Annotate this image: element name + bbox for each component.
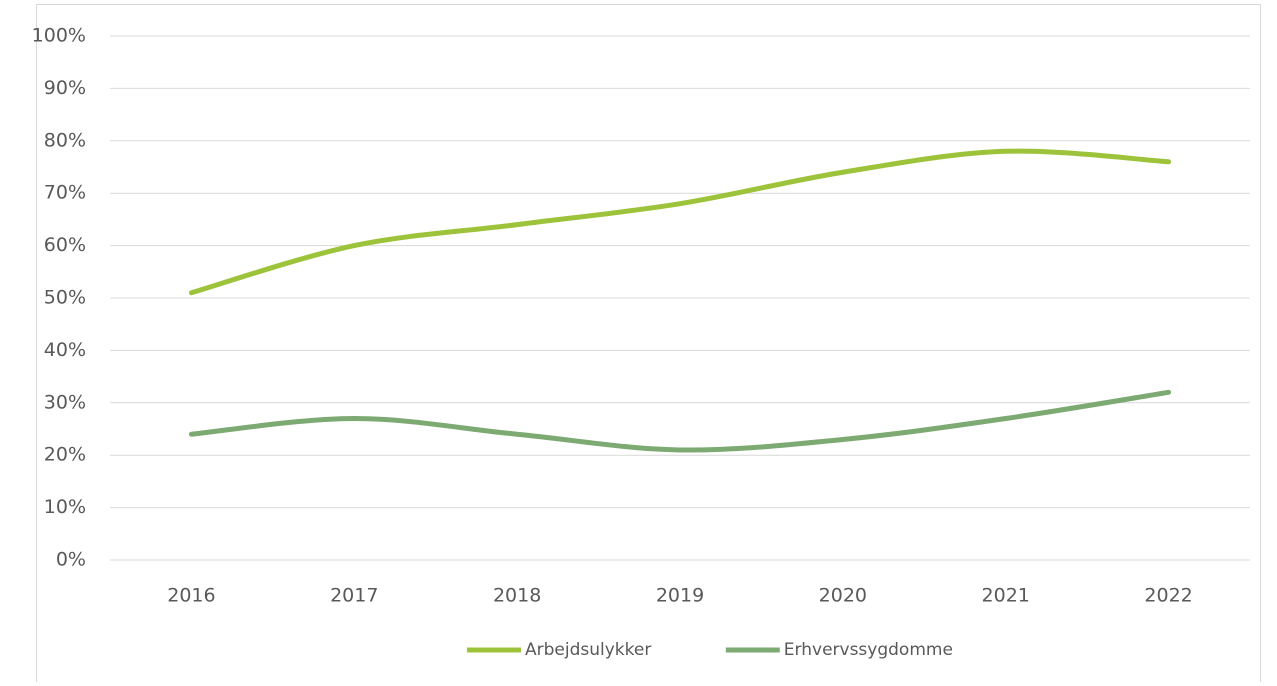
legend: Arbejdsulykker Erhvervssygdomme	[467, 640, 953, 660]
series-line	[188, 148, 1172, 296]
y-tick-label: 70%	[44, 182, 86, 204]
y-tick-label: 60%	[44, 234, 86, 256]
y-tick-label: 30%	[44, 391, 86, 413]
x-tick-label: 2019	[656, 585, 704, 607]
series-line	[188, 389, 1172, 453]
y-tick-label: 20%	[44, 444, 86, 466]
x-tick-label: 2017	[330, 585, 378, 607]
y-tick-label: 50%	[44, 287, 86, 309]
y-tick-label: 10%	[44, 496, 86, 518]
legend-label: Arbejdsulykker	[525, 640, 651, 660]
y-tick-label: 90%	[44, 77, 86, 99]
y-tick-label: 40%	[44, 339, 86, 361]
y-tick-label: 80%	[44, 129, 86, 151]
x-tick-label: 2020	[819, 585, 867, 607]
legend-label: Erhvervssygdomme	[784, 640, 953, 660]
chart-frame	[36, 4, 1261, 685]
x-tick-label: 2022	[1144, 585, 1192, 607]
y-tick-label: 100%	[32, 25, 86, 47]
x-tick-label: 2021	[982, 585, 1030, 607]
x-tick-label: 2016	[167, 585, 215, 607]
x-tick-label: 2018	[493, 585, 541, 607]
y-tick-label: 0%	[56, 549, 86, 571]
